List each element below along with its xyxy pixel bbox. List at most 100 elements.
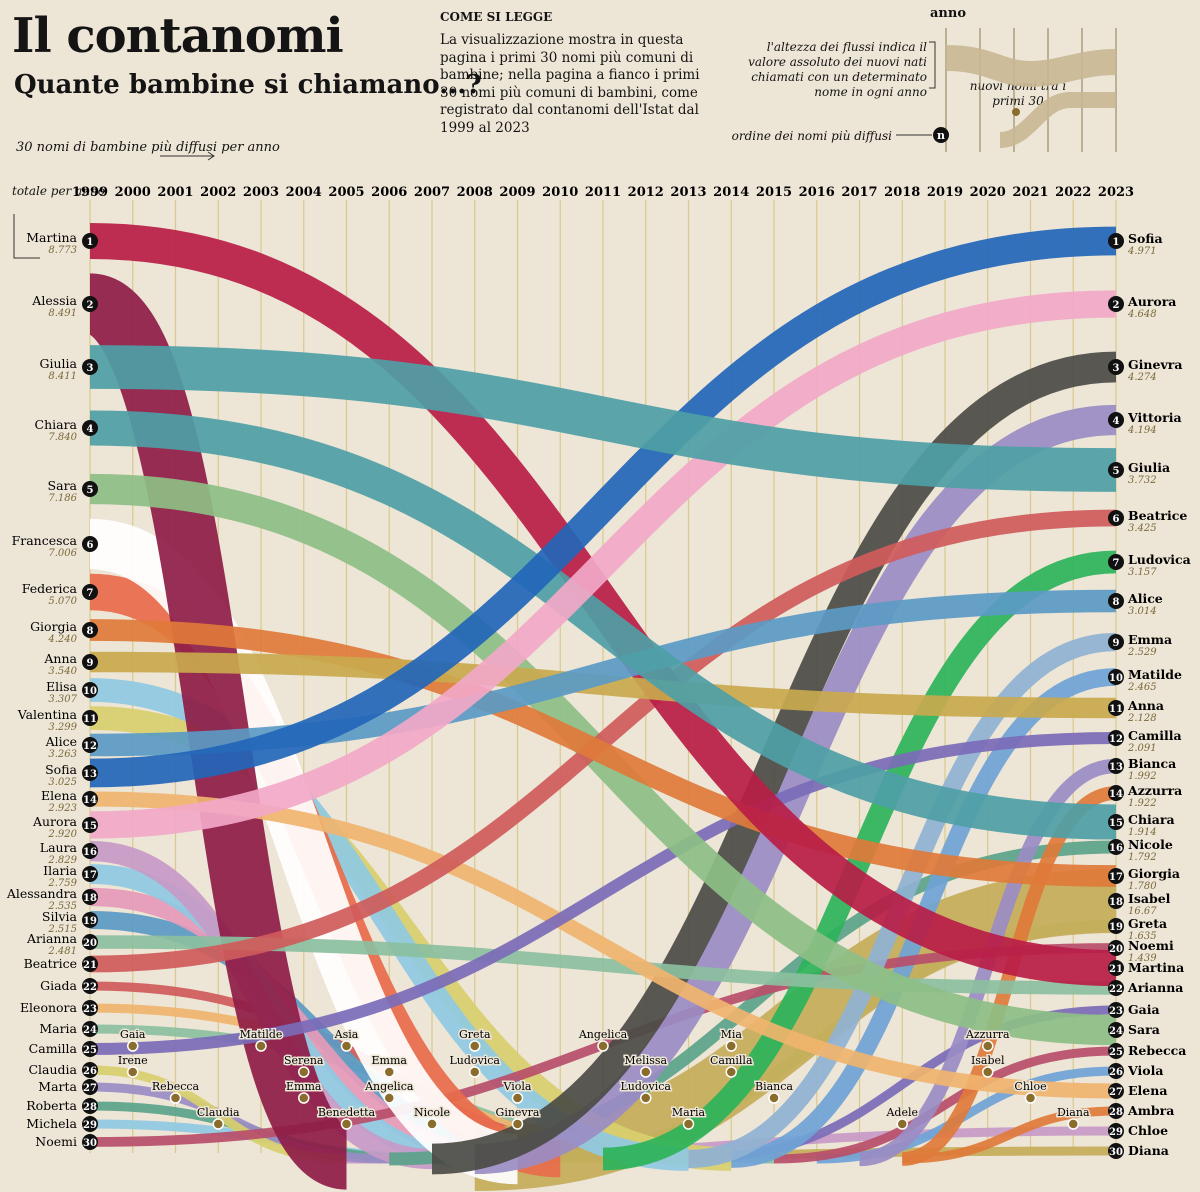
name-label-2023: Vittoria bbox=[1127, 410, 1182, 425]
rank-badge bbox=[1108, 814, 1124, 830]
new-entry-label: Ludovica bbox=[449, 1054, 500, 1067]
name-label-2023: Sofia bbox=[1128, 231, 1163, 246]
new-entry-marker bbox=[255, 1040, 267, 1052]
name-label-1999: Chiara bbox=[35, 417, 78, 432]
new-entry-marker bbox=[298, 1092, 310, 1104]
new-entry-marker bbox=[340, 1118, 353, 1130]
rank-number: 29 bbox=[83, 1120, 97, 1131]
rank-number: 11 bbox=[1109, 704, 1123, 715]
rank-badge bbox=[82, 359, 98, 375]
value-label-1999: 2.920 bbox=[47, 829, 77, 840]
rank-badge bbox=[1108, 1063, 1124, 1079]
rank-number: 21 bbox=[83, 960, 97, 971]
value-label-1999: 3.025 bbox=[48, 777, 77, 788]
rank-number: 24 bbox=[1109, 1026, 1123, 1037]
new-entry-label: Emma bbox=[372, 1054, 408, 1067]
value-label-1999: 2.829 bbox=[47, 855, 77, 866]
value-label-1999: 8.491 bbox=[48, 308, 77, 319]
value-label-1999: 2.759 bbox=[47, 878, 77, 889]
new-entry-marker bbox=[982, 1040, 994, 1052]
value-label-2023: 1.635 bbox=[1128, 931, 1157, 942]
new-entry-label: Angelica bbox=[364, 1080, 414, 1093]
name-label-1999: Eleonora bbox=[20, 1000, 78, 1015]
rank-badge bbox=[82, 866, 98, 882]
new-entry-marker bbox=[127, 1066, 139, 1078]
name-label-1999: Francesca bbox=[12, 533, 78, 548]
rank-number: 28 bbox=[83, 1102, 97, 1113]
new-entry-label: Gaia bbox=[120, 1028, 146, 1041]
name-label-1999: Anna bbox=[43, 651, 77, 666]
legend-height-text: l'altezza dei flussi indica il valore as… bbox=[748, 40, 927, 99]
rank-badge bbox=[82, 978, 98, 994]
value-label-2023: 2.091 bbox=[1127, 743, 1157, 754]
rank-number: 16 bbox=[83, 847, 97, 858]
rank-number: 30 bbox=[83, 1138, 97, 1149]
rank-badge bbox=[82, 233, 98, 249]
rank-number: 4 bbox=[1113, 416, 1120, 427]
rank-number: 5 bbox=[1113, 466, 1120, 477]
name-label-2023: Aurora bbox=[1127, 294, 1176, 309]
value-label-2023: 4.194 bbox=[1127, 425, 1157, 436]
name-label-1999: Michela bbox=[26, 1116, 77, 1131]
new-entry-label: Asia bbox=[334, 1028, 359, 1041]
names-per-year-note: 30 nomi di bambine più diffusi per anno bbox=[16, 140, 280, 155]
rank-badge bbox=[1108, 1022, 1124, 1038]
rank-badge bbox=[1108, 893, 1124, 909]
name-label-2023: Alice bbox=[1127, 591, 1163, 606]
new-entry-label: Melissa bbox=[624, 1054, 667, 1067]
rank-badge bbox=[1108, 1002, 1124, 1018]
new-entry-marker bbox=[469, 1066, 481, 1078]
how-to-read-text: La visualizzazione mostra in questa pagi… bbox=[440, 32, 700, 136]
rank-badge bbox=[82, 843, 98, 859]
new-entry-label: Mia bbox=[721, 1028, 743, 1041]
legend-order-text: ordine dei nomi più diffusi bbox=[731, 129, 892, 143]
rank-badge bbox=[82, 934, 98, 950]
chart-subtitle: Quante bambine si chiamano...? bbox=[14, 70, 482, 100]
value-label-2023: 1.792 bbox=[1128, 852, 1157, 863]
new-entry-marker bbox=[725, 1066, 737, 1078]
new-entry-marker bbox=[896, 1118, 908, 1130]
name-label-2023: Emma bbox=[1128, 632, 1172, 647]
rank-number: 17 bbox=[1109, 872, 1123, 883]
rank-badge bbox=[82, 622, 98, 638]
new-entry-marker bbox=[725, 1040, 737, 1052]
rank-badge bbox=[1108, 510, 1124, 526]
name-label-1999: Valentina bbox=[17, 707, 78, 722]
stream-giulia bbox=[89, 345, 1117, 492]
legend-new-marker bbox=[1012, 108, 1020, 116]
value-label-1999: 3.299 bbox=[48, 722, 77, 733]
new-entry-label: Claudia bbox=[197, 1106, 240, 1119]
legend-sample: n bbox=[896, 28, 1117, 152]
rank-badge bbox=[82, 1116, 98, 1132]
new-entry-label: Adele bbox=[885, 1106, 918, 1119]
value-label-1999: 7.186 bbox=[48, 493, 77, 504]
rank-number: 13 bbox=[1109, 762, 1123, 773]
new-entry-label: Azzurra bbox=[965, 1028, 1010, 1041]
new-entry-label: Angelica bbox=[578, 1028, 628, 1041]
rank-badge bbox=[82, 1079, 98, 1095]
rank-number: 9 bbox=[1113, 638, 1120, 649]
rank-number: 7 bbox=[1113, 558, 1120, 569]
name-label-2023: Giulia bbox=[1128, 460, 1170, 475]
value-label-2023: 3.425 bbox=[1128, 523, 1157, 534]
rank-badge bbox=[1108, 1123, 1124, 1139]
rank-number: 1 bbox=[87, 237, 94, 248]
year-label-2023: 2023 bbox=[1098, 185, 1134, 200]
new-entry-marker bbox=[511, 1092, 524, 1104]
new-entry-label: Greta bbox=[459, 1028, 491, 1041]
name-label-2023: Azzurra bbox=[1127, 783, 1182, 798]
name-label-2023: Matilde bbox=[1128, 667, 1182, 682]
rank-number: 30 bbox=[1109, 1147, 1123, 1158]
rank-badge bbox=[1108, 359, 1124, 375]
year-label-2017: 2017 bbox=[841, 185, 877, 200]
name-label-2023: Chloe bbox=[1128, 1123, 1168, 1138]
how-to-read-heading: COME SI LEGGE bbox=[440, 10, 553, 24]
name-label-1999: Claudia bbox=[28, 1062, 77, 1077]
rank-number: 25 bbox=[83, 1045, 97, 1056]
name-label-2023: Ludovica bbox=[1128, 552, 1191, 567]
rank-number: 7 bbox=[87, 588, 94, 599]
year-label-2007: 2007 bbox=[414, 185, 450, 200]
name-label-1999: Sofia bbox=[45, 762, 77, 777]
